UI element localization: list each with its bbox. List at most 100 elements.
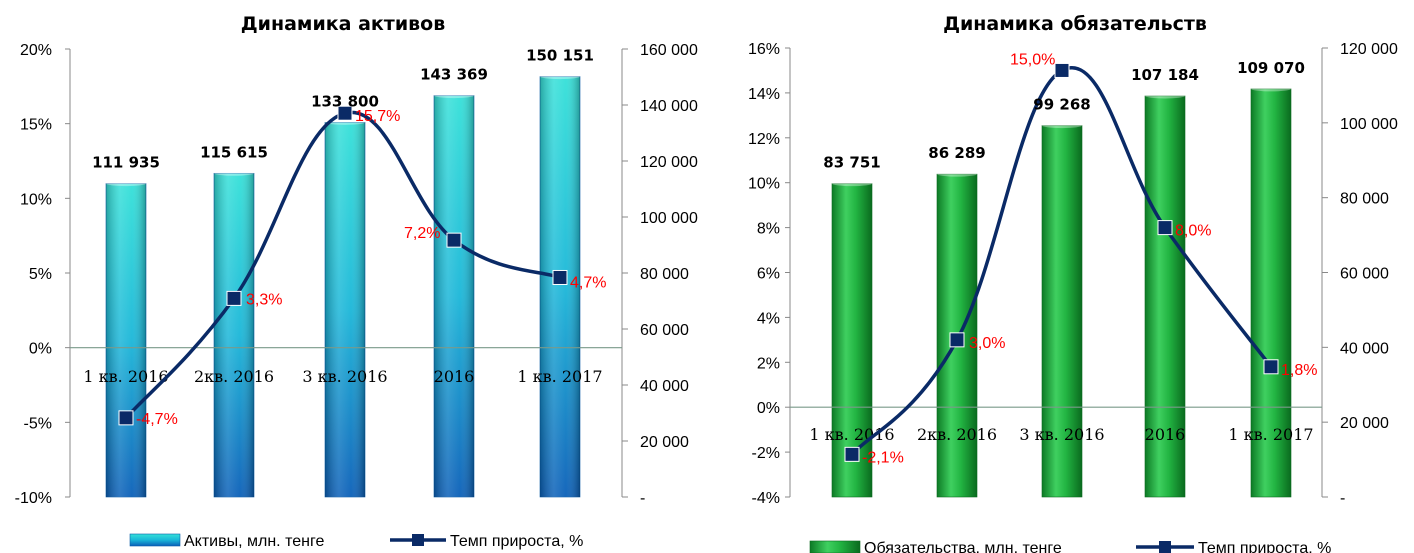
assets-growth-marker (118, 410, 134, 426)
liabilities-left-tick-label: -4% (752, 490, 780, 507)
liabilities-growth-percent-label: 3,0% (969, 335, 1005, 352)
liabilities-left-tick-label: 6% (757, 266, 780, 283)
assets-left-tick-label: 20% (20, 42, 52, 59)
assets-growth-line (118, 105, 568, 426)
liabilities-bar (1250, 88, 1292, 498)
assets-bar-sheen (540, 76, 580, 497)
liabilities-right-tick-label: 40 000 (1340, 340, 1389, 357)
liabilities-left-tick-label: 4% (757, 310, 780, 327)
assets-right-tick-label: 160 000 (640, 42, 698, 59)
assets-bar-sheen (214, 173, 254, 497)
assets-bar-value-label: 111 935 (92, 154, 160, 172)
assets-right-tick-label: - (640, 490, 645, 507)
liabilities-growth-marker (1263, 359, 1279, 375)
assets-growth-percent-label: 3,3% (246, 291, 282, 308)
assets-bar-sheen (434, 95, 474, 497)
assets-legend-line-label: Темп прироста, % (450, 533, 583, 550)
assets-right-tick-label: 40 000 (640, 378, 689, 395)
liabilities-right-tick-label: 60 000 (1340, 266, 1389, 283)
assets-chart-title: Динамика активов (241, 13, 446, 35)
liabilities-growth-marker (844, 446, 860, 462)
liabilities-growth-marker (1157, 220, 1173, 236)
assets-chart: Динамика активов -10% -5% 0% 5% 10% 15% 20% - 2… (15, 13, 698, 550)
liabilities-left-tick-label: 14% (748, 86, 780, 103)
liabilities-category-labels: 1 кв. 2016 2кв. 2016 3 кв. 2016 2016 1 кв. 2… (809, 425, 1313, 444)
liabilities-bar-value-label: 99 268 (1033, 96, 1090, 114)
assets-left-tick-label: 5% (29, 266, 52, 283)
liabilities-legend-line-marker (1159, 541, 1171, 553)
assets-legend: Активы, млн. тенге Темп прироста, % (129, 533, 583, 550)
liabilities-right-tick-label: 80 000 (1340, 191, 1389, 208)
liabilities-category-label: 3 кв. 2016 (1019, 425, 1104, 444)
liabilities-growth-line (844, 62, 1279, 462)
liabilities-category-label: 1 кв. 2016 (809, 425, 894, 444)
liabilities-bar-value-label: 109 070 (1237, 59, 1305, 77)
liabilities-growth-percent-label: -2,1% (862, 449, 904, 466)
assets-bar-cap (434, 93, 474, 99)
assets-category-labels: 1 кв. 2016 2кв. 2016 3 кв. 2016 2016 1 кв. 2… (83, 367, 602, 386)
assets-left-tick-label: 0% (29, 341, 52, 358)
assets-left-tick-label: -5% (24, 415, 52, 432)
liabilities-bar-value-label: 107 184 (1131, 66, 1199, 84)
assets-right-tick-label: 140 000 (640, 98, 698, 115)
assets-right-tick-label: 20 000 (640, 434, 689, 451)
assets-percent-labels: -4,7% 3,3% 15,7% 7,2% 4,7% (136, 108, 606, 428)
liabilities-bars (831, 86, 1292, 498)
liabilities-value-labels: 83 751 86 289 99 268 107 184 109 070 (823, 59, 1305, 172)
liabilities-bar-value-label: 86 289 (928, 144, 985, 162)
assets-legend-bar-label: Активы, млн. тенге (184, 533, 324, 550)
assets-right-tick-label: 60 000 (640, 322, 689, 339)
assets-growth-percent-label: -4,7% (136, 411, 178, 428)
liabilities-growth-percent-label: 1,8% (1281, 362, 1317, 379)
liabilities-left-tick-label: 12% (748, 131, 780, 148)
liabilities-bar-cap (937, 171, 977, 177)
assets-category-label: 2кв. 2016 (194, 367, 274, 386)
liabilities-left-tick-label: 16% (748, 41, 780, 58)
liabilities-growth-percent-label: 15,0% (1010, 51, 1055, 68)
liabilities-left-tick-label: 0% (757, 400, 780, 417)
liabilities-bar (831, 183, 873, 498)
liabilities-left-axis: -4% -2% 0% 2% 4% 6% 8% 10% 12% 14% 16% (748, 41, 791, 507)
liabilities-chart: Динамика обязательств -4% -2% 0% 2% 4% 6% 8% 10… (748, 13, 1398, 553)
assets-bar-sheen (325, 122, 365, 498)
liabilities-left-tick-label: 10% (748, 176, 780, 193)
assets-right-tick-label: 120 000 (640, 154, 698, 171)
assets-category-label: 1 кв. 2016 (83, 367, 168, 386)
assets-growth-percent-label: 15,7% (355, 108, 400, 125)
assets-bar-value-label: 133 800 (311, 92, 379, 110)
liabilities-legend: Обязательства, млн. тенге Темп прироста, … (809, 540, 1331, 553)
liabilities-right-axis: - 20 000 40 000 60 000 80 000 100 000 120 000 (1321, 41, 1398, 507)
liabilities-bar (1041, 125, 1083, 498)
assets-right-axis: - 20 000 40 000 60 000 80 000 100 000 120 000 1… (621, 42, 698, 507)
liabilities-bar-value-label: 83 751 (823, 154, 880, 172)
assets-left-tick-label: 10% (20, 191, 52, 208)
liabilities-legend-line-label: Темп прироста, % (1198, 540, 1331, 553)
liabilities-legend-bar-label: Обязательства, млн. тенге (864, 540, 1062, 553)
assets-legend-line-marker (412, 534, 424, 546)
liabilities-left-tick-label: -2% (752, 445, 780, 462)
liabilities-growth-percent-label: 8,0% (1175, 223, 1211, 240)
assets-bar-cap (325, 119, 365, 125)
liabilities-right-tick-label: - (1340, 490, 1345, 507)
assets-growth-marker (446, 232, 462, 248)
assets-category-label: 2016 (434, 367, 475, 386)
liabilities-bar-cap (832, 181, 872, 187)
assets-legend-bar-swatch (129, 533, 181, 547)
assets-category-label: 1 кв. 2017 (517, 367, 602, 386)
liabilities-category-label: 2кв. 2016 (917, 425, 997, 444)
liabilities-left-tick-label: 8% (757, 221, 780, 238)
liabilities-chart-title: Динамика обязательств (943, 13, 1207, 35)
liabilities-legend-bar-swatch (809, 540, 861, 553)
liabilities-left-tick-label: 2% (757, 355, 780, 372)
liabilities-bar-cap (1251, 86, 1291, 92)
assets-growth-marker (552, 269, 568, 285)
liabilities-right-tick-label: 100 000 (1340, 116, 1398, 133)
assets-category-label: 3 кв. 2016 (302, 367, 387, 386)
liabilities-category-label: 1 кв. 2017 (1228, 425, 1313, 444)
liabilities-growth-marker (1054, 62, 1070, 78)
assets-bar-value-label: 115 615 (200, 143, 268, 161)
liabilities-percent-labels: -2,1% 3,0% 15,0% 8,0% 1,8% (862, 51, 1317, 466)
assets-bar-value-label: 143 369 (420, 66, 488, 84)
assets-bar-cap (214, 170, 254, 176)
